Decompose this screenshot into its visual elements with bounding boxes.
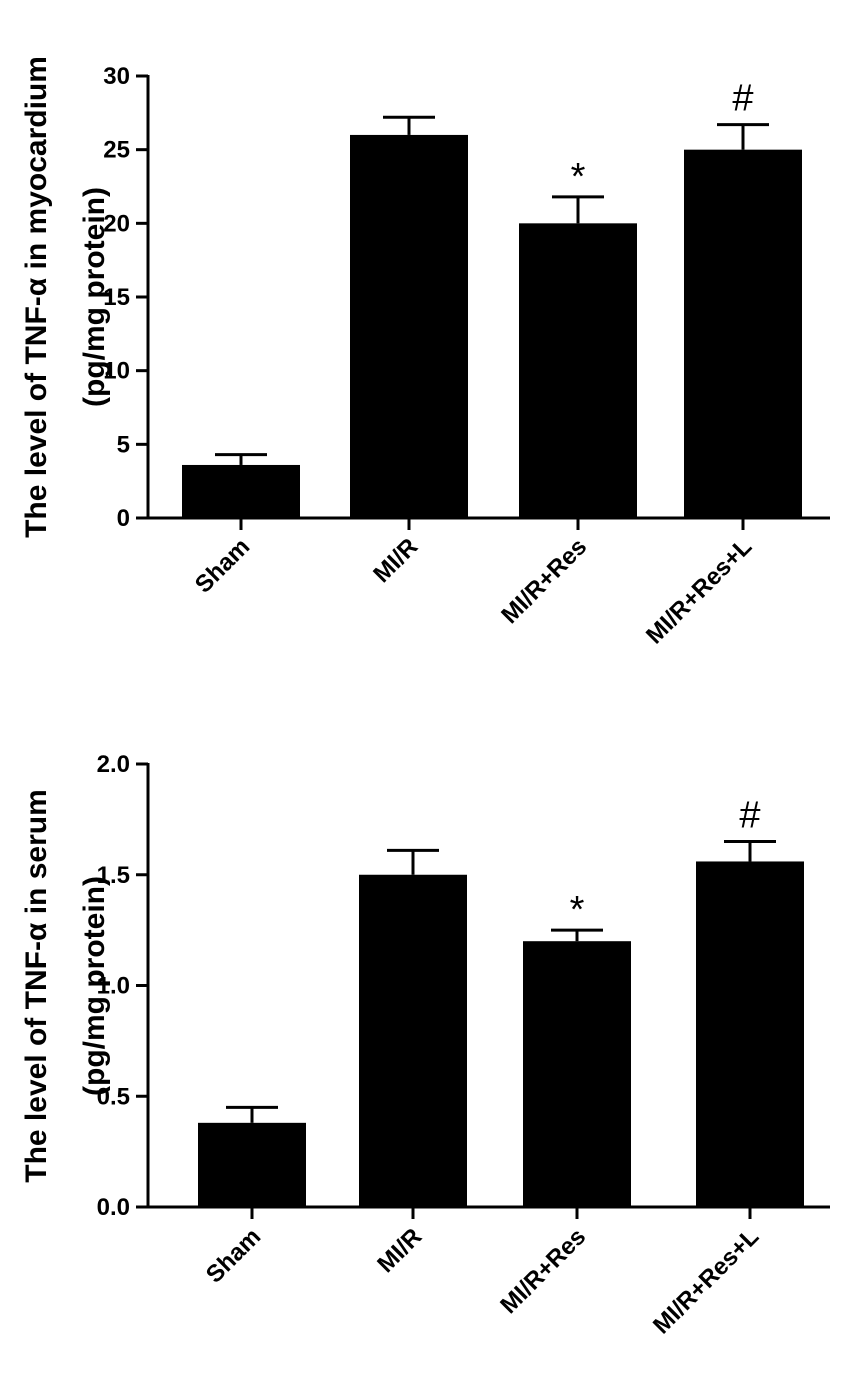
y-tick-label: 0.0: [97, 1194, 130, 1221]
y-tick-label: 1.5: [97, 862, 130, 889]
y-tick-label: 10: [103, 358, 130, 385]
category-label-mi-r-res-l: MI/R+Res+L: [641, 533, 757, 649]
bar-sham: [198, 1122, 306, 1207]
category-label-mi-r-res: MI/R+Res: [495, 1223, 591, 1319]
y-tick-label: 20: [103, 210, 130, 237]
y-axis-label-line1: The level of TNF-α in myocardium: [20, 56, 53, 538]
significance-asterisk: *: [570, 889, 585, 931]
category-label-sham: Sham: [190, 533, 255, 598]
significance-hash: #: [739, 795, 760, 837]
bar-mi-r-res: [519, 223, 637, 519]
category-label-mi-r: MI/R: [368, 533, 423, 588]
bar-mi-r-res-l: [684, 149, 802, 518]
category-label-sham: Sham: [201, 1223, 266, 1288]
y-axis-label-line2: (pg/mg protein): [78, 187, 111, 407]
serum-tnf-chart: The level of TNF-α in serum (pg/mg prote…: [20, 751, 830, 1339]
y-tick-label: 15: [103, 284, 130, 311]
y-tick-label: 30: [103, 63, 130, 90]
y-tick-label: 0.5: [97, 1083, 130, 1110]
y-tick-label: 2.0: [97, 751, 130, 778]
bar-sham: [182, 464, 300, 518]
y-axis-label-line2: (pg/mg protein): [78, 876, 111, 1096]
chart-marks: 0 5 10 15 20 25 30 Sham MI/R MI/R+Res * MI/R+Res+L #: [103, 63, 830, 649]
bar-mi-r-res: [523, 941, 631, 1207]
significance-hash: #: [732, 78, 753, 120]
y-axis-label-line1: The level of TNF-α in serum: [20, 789, 53, 1183]
y-tick-label: 25: [103, 137, 130, 164]
bar-mi-r-res-l: [696, 861, 804, 1207]
myocardium-tnf-chart: The level of TNF-α in myocardium (pg/mg …: [20, 56, 830, 649]
bar-mi-r: [350, 134, 468, 518]
category-label-mi-r-res-l: MI/R+Res+L: [648, 1223, 764, 1339]
chart-marks: 0.0 0.5 1.0 1.5 2.0 Sham MI/R MI/R+Res * MI/R+Res…: [97, 751, 830, 1339]
y-tick-label: 0: [117, 505, 130, 532]
category-label-mi-r-res: MI/R+Res: [496, 533, 592, 629]
y-tick-label: 1.0: [97, 973, 130, 1000]
category-label-mi-r: MI/R: [372, 1223, 427, 1278]
y-tick-label: 5: [117, 431, 130, 458]
significance-asterisk: *: [571, 156, 586, 198]
bar-mi-r: [359, 874, 467, 1207]
